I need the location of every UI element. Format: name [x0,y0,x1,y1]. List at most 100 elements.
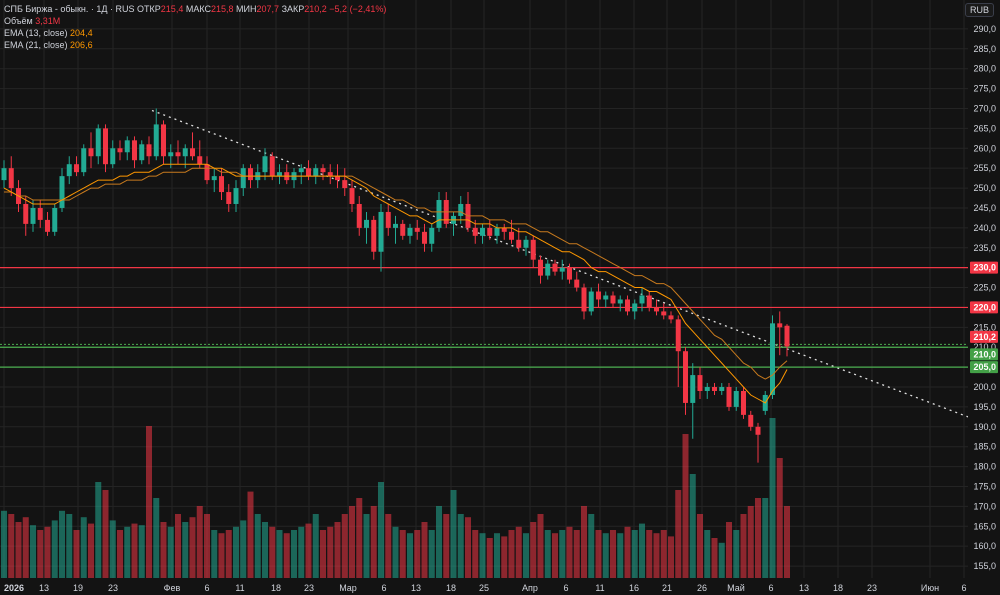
time-tick-label: Фев [164,583,181,593]
candle-body [748,414,754,427]
candle [501,223,507,240]
price-tick-label: 265,0 [973,123,996,133]
candle [146,136,152,165]
candle-body [277,172,282,177]
candle [697,367,703,399]
candle [1,160,7,189]
candle [726,383,732,411]
candle [465,192,471,232]
volume-bar [617,533,624,578]
volume-bar [552,533,558,578]
candle [407,223,413,244]
volume-bar [559,530,566,578]
volume-bar [204,514,210,578]
candle [646,291,652,312]
ema13-label: EMA (13, close) [4,28,68,38]
candle-body [342,180,348,189]
volume-row[interactable]: Объём 3,31M [4,15,386,27]
candle [494,223,500,244]
candle [320,164,326,181]
candle-body [530,239,536,260]
candle [770,315,775,399]
candle [269,152,275,181]
volume-value: 3,31M [35,16,61,26]
candle [654,299,659,316]
volume-bar [131,523,138,578]
volume-bar [537,514,544,578]
candle [690,363,696,439]
volume-bar [370,506,377,578]
candle-body [204,164,210,181]
price-tick-label: 200,0 [973,382,996,392]
volume-bar [189,517,196,578]
candle [668,311,674,324]
volume-bar [747,506,754,578]
ema21-line [4,167,788,380]
candle [262,148,268,181]
volume-bar [776,458,783,578]
price-badge-label: 210,0 [973,349,996,359]
open-label: ОТКР [137,4,161,14]
time-tick-label: 18 [271,583,281,593]
volume-bar [378,482,384,578]
candle [81,144,87,177]
ema13-line [3,163,788,404]
time-tick-label: 19 [73,583,83,593]
candle-body [197,156,203,165]
time-tick-label: 21 [662,583,672,593]
volume-bar [704,530,711,578]
candle-body [95,128,101,157]
volume-bar [262,522,268,578]
volume-bar [465,517,471,578]
volume-bar [363,514,370,578]
volume-bar [530,522,537,578]
volume-bar [740,514,747,578]
candle [327,164,333,185]
volume-bar [689,474,696,578]
candle [712,383,717,395]
candle [385,203,391,236]
ema21-row[interactable]: EMA (21, close) 206,6 [4,39,386,51]
time-axis: 2026 13 19 23 Фев 6 11 18 23 Мар 6 13 18 25 Апр 6 11 16 21… [0,578,1000,595]
price-badge-label: 210,2 [973,332,996,342]
candle [66,156,72,185]
candle [552,259,558,276]
candle-body [726,387,732,407]
ema13-row[interactable]: EMA (13, close) 204,4 [4,27,386,39]
volume-bar [247,491,254,578]
volume-bar [312,514,319,578]
candle [298,164,304,185]
candle-body [117,148,123,153]
volume-bar [233,526,239,578]
volume-bar [508,530,515,578]
candle-body [690,375,696,403]
volume-bar [305,523,312,578]
volume-bars [1,418,790,578]
volume-bar [153,498,160,578]
candle-body [306,168,311,177]
candle [342,168,348,197]
candle-body [74,164,79,173]
candle-body [66,164,72,177]
candle-body [683,351,688,403]
currency-button[interactable]: RUB [964,3,994,17]
volume-bar [675,490,682,578]
candle-body [559,267,565,272]
candle-body [161,124,166,157]
price-tick-label: 260,0 [973,143,996,153]
time-tick-label: 23 [304,583,314,593]
candle [400,219,406,240]
high-label: МАКС [185,4,211,14]
candle-body [23,203,29,224]
time-tick-label: Апр [522,583,538,593]
volume-bar [80,517,87,578]
candle [117,140,123,161]
volume-bar [392,526,399,578]
volume-bar [428,530,435,578]
candle-body [37,207,43,220]
candle-body [552,263,558,272]
candle-body [233,188,239,204]
candle-body [719,387,725,391]
candle [487,219,493,240]
